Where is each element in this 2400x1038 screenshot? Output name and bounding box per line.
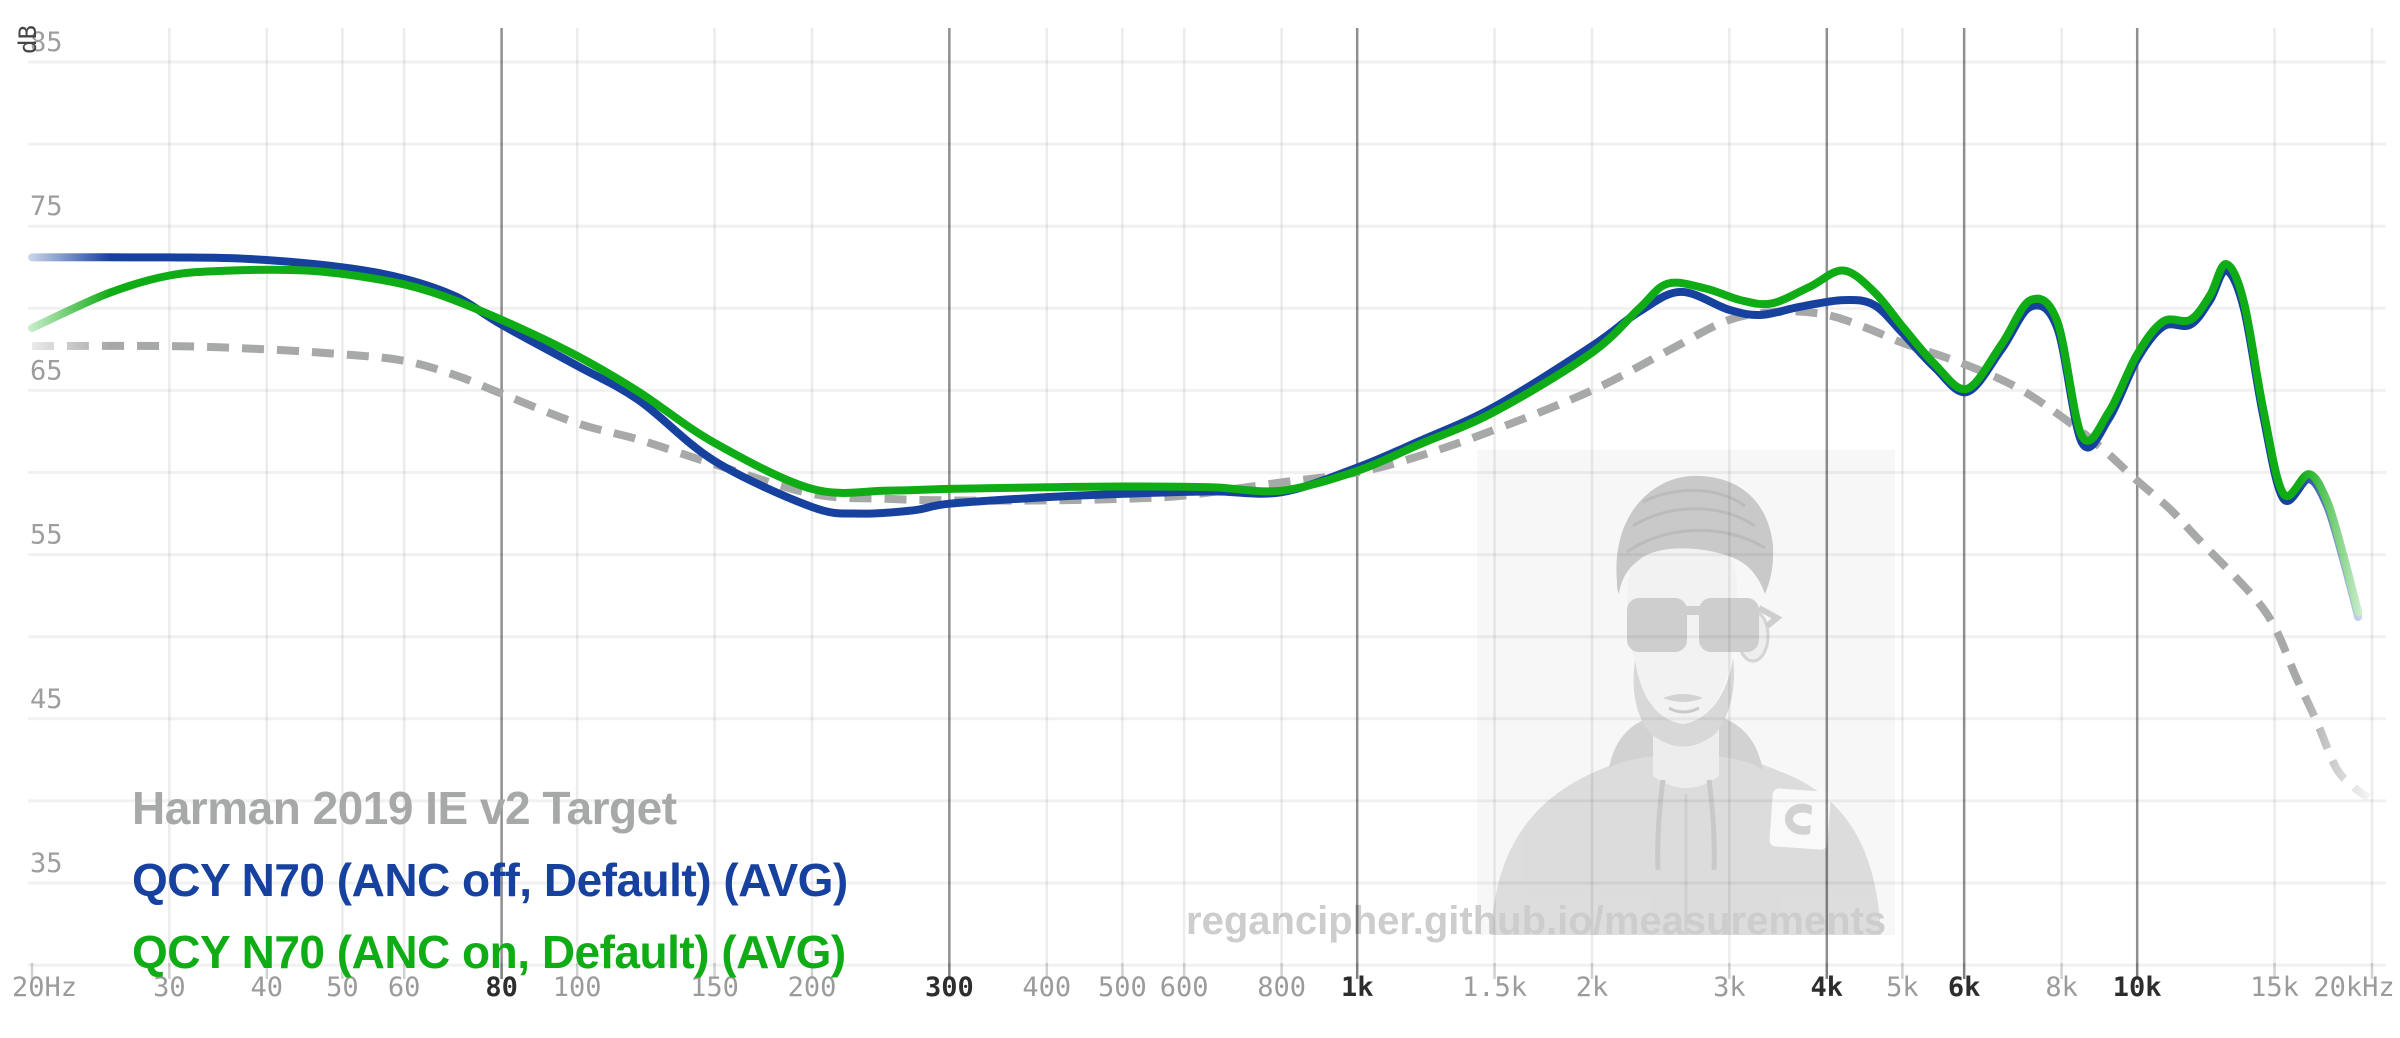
mustache bbox=[1663, 694, 1703, 702]
svg-text:100: 100 bbox=[553, 972, 602, 1003]
svg-text:3k: 3k bbox=[1713, 972, 1746, 1003]
svg-text:65: 65 bbox=[30, 355, 63, 386]
curve-harman-target bbox=[31, 307, 2371, 801]
svg-text:35: 35 bbox=[30, 848, 63, 879]
hair bbox=[1616, 475, 1774, 594]
hair-streaks bbox=[1626, 488, 1766, 554]
svg-text:60: 60 bbox=[388, 972, 421, 1003]
avatar-watermark bbox=[1477, 450, 1895, 935]
beard bbox=[1633, 658, 1735, 747]
svg-text:400: 400 bbox=[1022, 972, 1071, 1003]
svg-text:30: 30 bbox=[153, 972, 186, 1003]
svg-text:1.5k: 1.5k bbox=[1462, 972, 1527, 1003]
svg-text:4k: 4k bbox=[1811, 972, 1844, 1003]
svg-text:1k: 1k bbox=[1341, 972, 1374, 1003]
curves bbox=[28, 253, 2371, 801]
svg-text:75: 75 bbox=[30, 191, 63, 222]
svg-text:80: 80 bbox=[485, 972, 518, 1003]
svg-text:50: 50 bbox=[326, 972, 359, 1003]
svg-text:45: 45 bbox=[30, 684, 63, 715]
svg-text:55: 55 bbox=[30, 520, 63, 551]
x-tick-labels: 20Hz 30 40 50 60 80 100 150 200 300 400 500 600 800 1k… bbox=[12, 972, 2395, 1003]
svg-text:800: 800 bbox=[1257, 972, 1306, 1003]
watermark-url: regancipher.github.io/measurements bbox=[1186, 899, 1887, 943]
svg-text:600: 600 bbox=[1160, 972, 1209, 1003]
curve-qcy-n70-anc-off bbox=[28, 253, 2363, 621]
curve-qcy-n70-anc-on bbox=[28, 260, 2363, 617]
drawstring-right bbox=[1706, 779, 1717, 871]
svg-text:300: 300 bbox=[925, 972, 974, 1003]
svg-text:85: 85 bbox=[30, 27, 63, 58]
svg-text:20kHz: 20kHz bbox=[2313, 972, 2394, 1003]
svg-text:20Hz: 20Hz bbox=[12, 972, 77, 1003]
svg-text:150: 150 bbox=[690, 972, 739, 1003]
svg-text:10k: 10k bbox=[2113, 972, 2162, 1003]
svg-text:40: 40 bbox=[251, 972, 284, 1003]
svg-text:200: 200 bbox=[788, 972, 837, 1003]
horizontal-gridlines bbox=[28, 60, 2386, 967]
chest-patch bbox=[1769, 788, 1831, 850]
svg-text:15k: 15k bbox=[2250, 972, 2299, 1003]
y-axis-unit: dB bbox=[14, 25, 42, 54]
x-tick-marks bbox=[30, 963, 2374, 979]
svg-text:8k: 8k bbox=[2045, 972, 2078, 1003]
svg-text:6k: 6k bbox=[1948, 972, 1981, 1003]
svg-text:2k: 2k bbox=[1576, 972, 1609, 1003]
y-tick-labels: 85 75 65 55 45 35 bbox=[30, 27, 63, 879]
mouth bbox=[1668, 706, 1700, 714]
sunglasses-icon bbox=[1627, 598, 1783, 652]
drawstring-left bbox=[1655, 779, 1666, 871]
svg-text:500: 500 bbox=[1098, 972, 1147, 1003]
svg-text:5k: 5k bbox=[1886, 972, 1919, 1003]
